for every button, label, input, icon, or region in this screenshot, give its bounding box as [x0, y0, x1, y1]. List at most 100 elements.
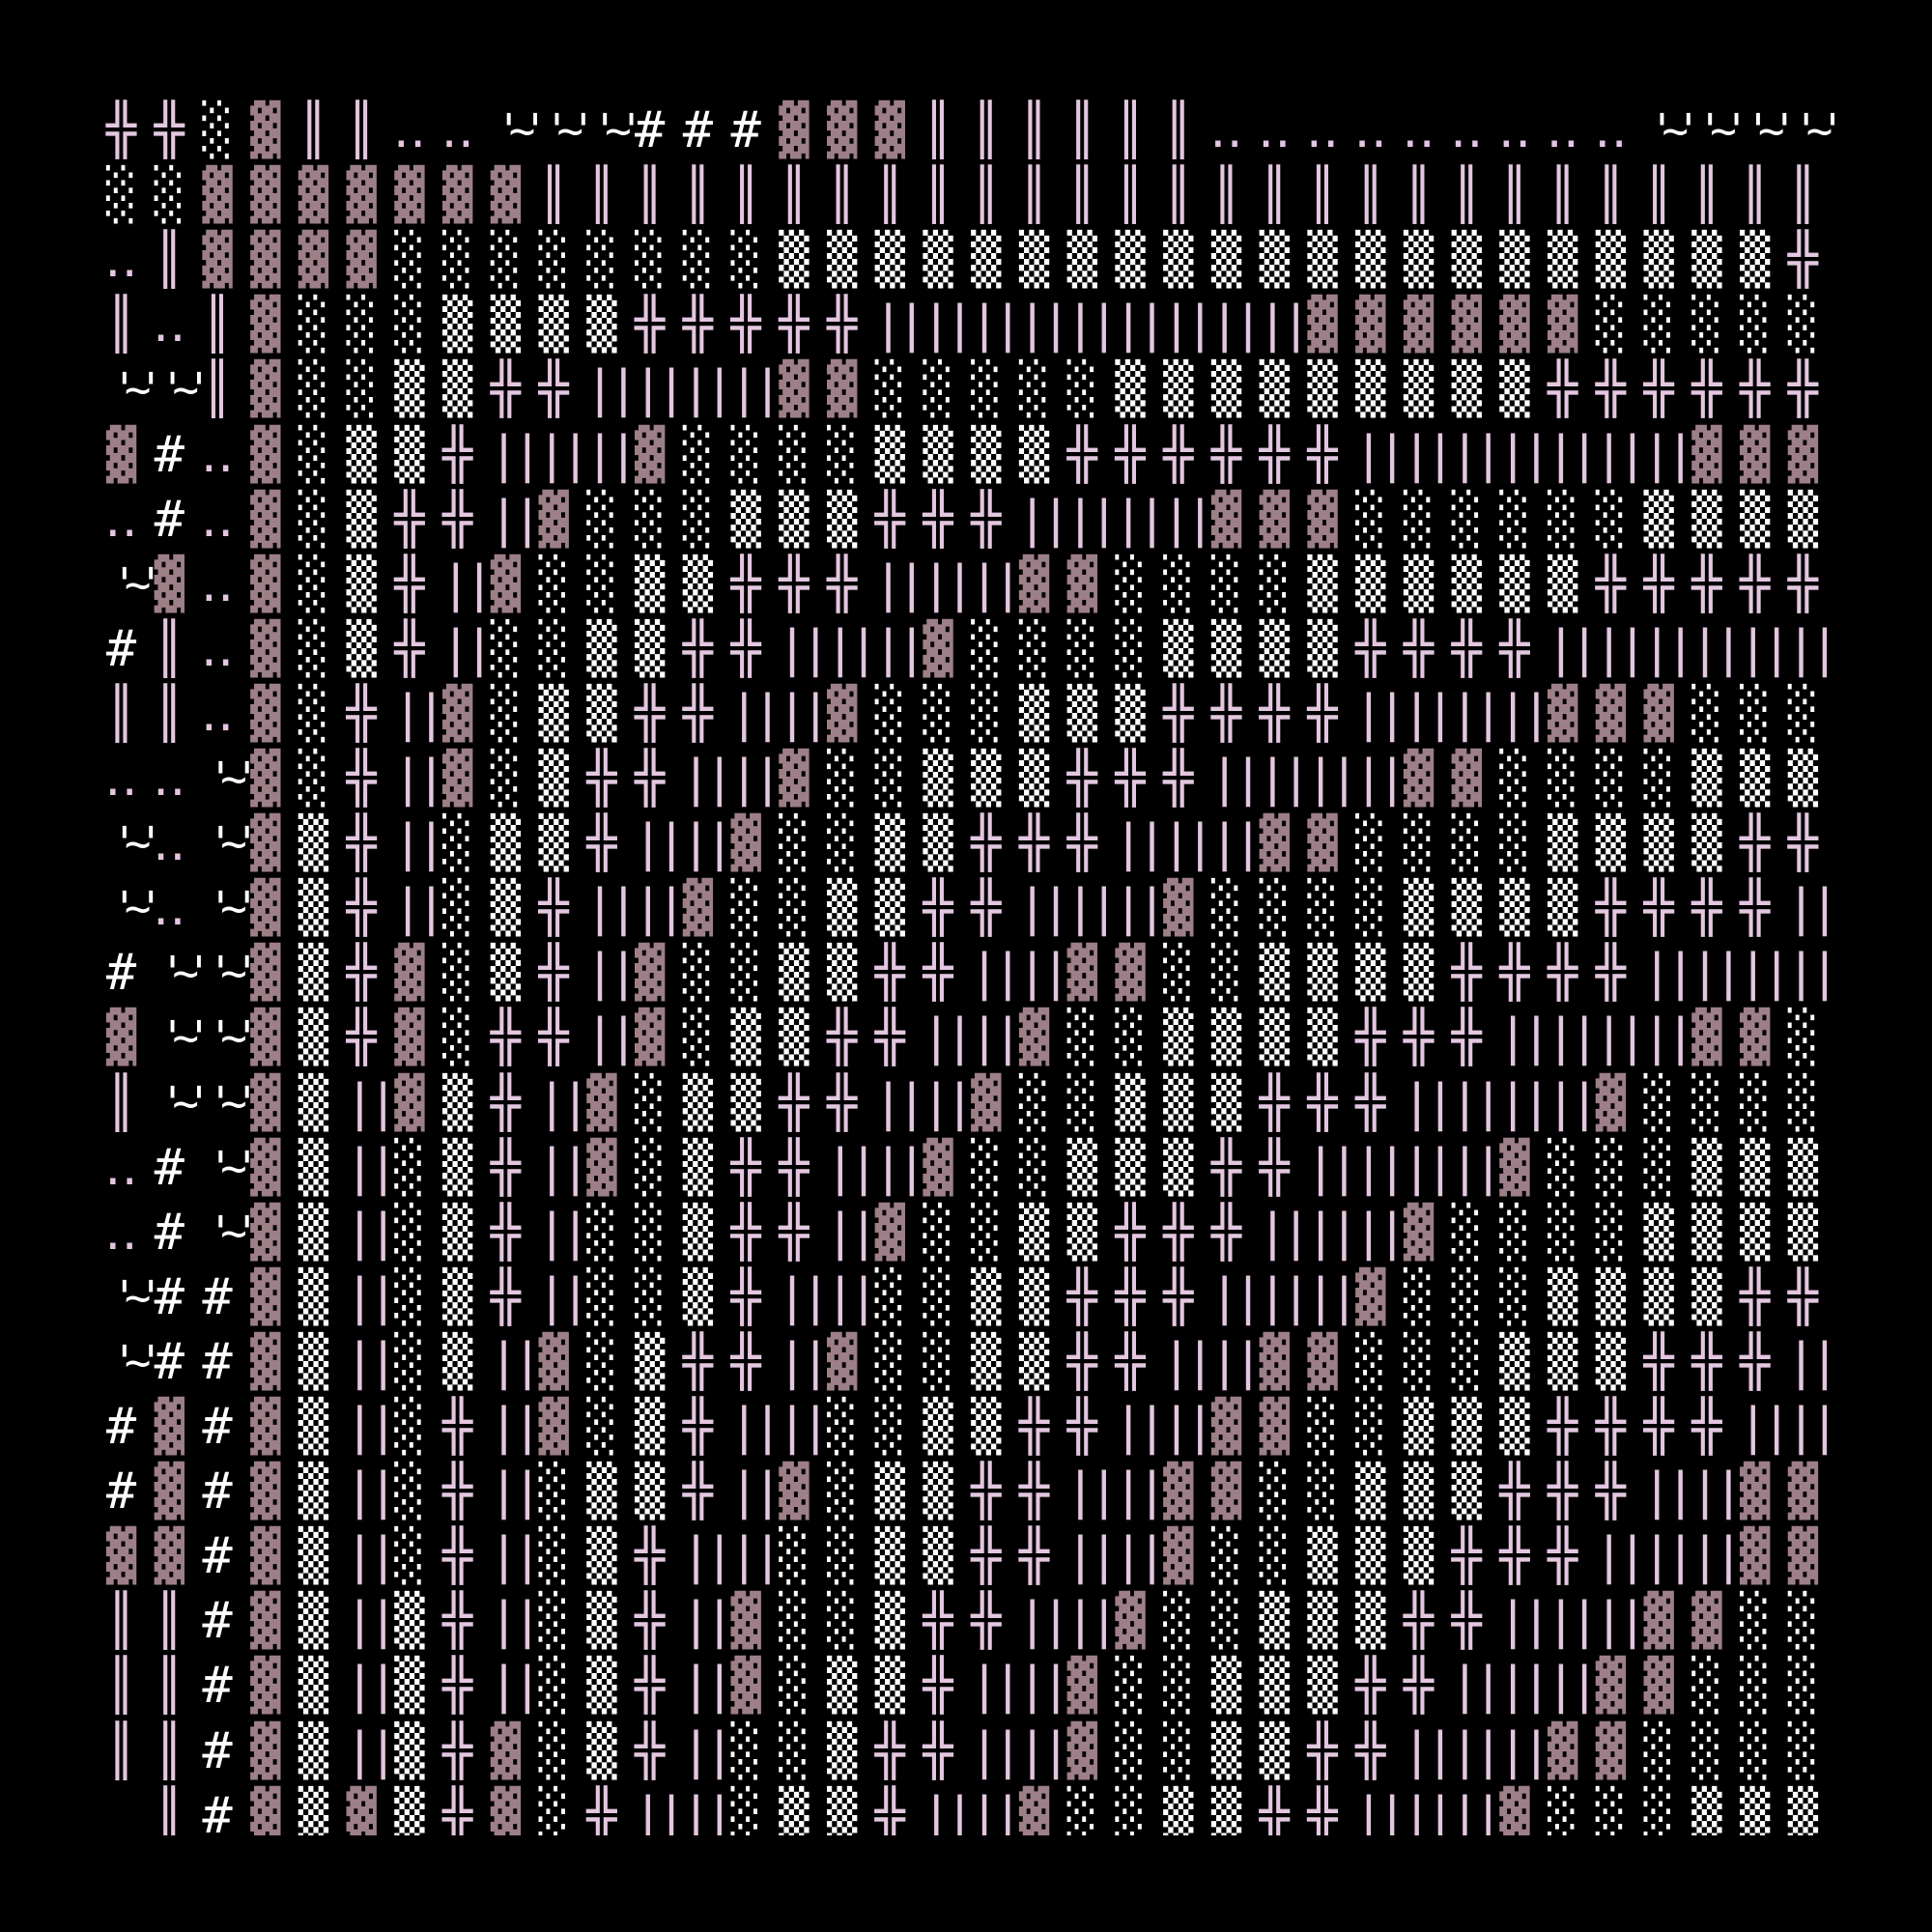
- art-glyph: ▒: [442, 1332, 473, 1391]
- art-glyph: ▒: [1403, 1463, 1435, 1521]
- art-glyph: ▒: [1259, 1592, 1290, 1651]
- art-glyph: #: [202, 1463, 233, 1521]
- art-glyph: ░: [490, 619, 522, 678]
- art-glyph: ▓: [442, 166, 473, 225]
- art-glyph: ▓: [1355, 296, 1386, 355]
- art-glyph: ‥: [200, 619, 235, 678]
- art-glyph: ||: [1738, 1398, 1792, 1456]
- art-glyph: ░: [1595, 750, 1627, 808]
- art-glyph: ▓: [1163, 879, 1194, 938]
- art-glyph: ▒: [298, 1073, 329, 1132]
- art-glyph: ║: [730, 166, 761, 225]
- art-glyph: ||: [1017, 490, 1071, 549]
- art-glyph: ░: [1595, 1786, 1627, 1835]
- art-glyph: '~': [111, 557, 164, 611]
- art-glyph: #: [154, 425, 185, 484]
- art-glyph: ╬: [442, 1463, 473, 1521]
- art-glyph: ▒: [682, 1267, 714, 1326]
- art-glyph: ░: [682, 1009, 714, 1067]
- art-glyph: ╬: [1691, 360, 1722, 419]
- art-glyph: ╬: [442, 425, 473, 484]
- art-glyph: ║: [1740, 166, 1771, 225]
- art-glyph: ▓: [250, 360, 281, 419]
- art-glyph: ╬: [1307, 425, 1338, 484]
- art-glyph: ▓: [730, 1657, 761, 1716]
- art-glyph: ▒: [826, 231, 858, 290]
- art-glyph: ‥: [152, 814, 186, 873]
- art-glyph: ||: [969, 296, 1023, 355]
- art-glyph: ||: [1785, 1332, 1835, 1391]
- art-glyph: ╬: [1643, 554, 1674, 613]
- art-glyph: ||: [1017, 879, 1071, 938]
- art-glyph: ░: [1548, 490, 1578, 549]
- art-glyph: ||: [344, 1527, 399, 1586]
- art-glyph: ||: [488, 425, 543, 484]
- art-glyph: ╬: [346, 944, 377, 1003]
- art-glyph: ░: [682, 425, 714, 484]
- art-glyph: ░: [1740, 1592, 1771, 1651]
- art-glyph: ╬: [1403, 1657, 1435, 1716]
- art-glyph: ░: [1307, 1463, 1338, 1521]
- art-glyph: ░: [1691, 1657, 1722, 1716]
- art-glyph: ╬: [779, 1073, 810, 1132]
- art-glyph: ▒: [1403, 1527, 1435, 1586]
- art-glyph: #: [634, 101, 666, 159]
- art-glyph: ░: [346, 296, 377, 355]
- art-glyph: ▒: [1451, 360, 1482, 419]
- art-glyph: ▒: [1499, 1398, 1530, 1456]
- art-glyph: ░: [1787, 1721, 1819, 1780]
- art-glyph: ▒: [298, 1786, 329, 1835]
- art-glyph: ░: [1163, 1657, 1194, 1716]
- art-glyph: ||: [1209, 1267, 1264, 1326]
- art-glyph: ▒: [1163, 1009, 1194, 1067]
- art-glyph: ║: [154, 1657, 185, 1716]
- art-glyph: ║: [105, 1721, 137, 1780]
- art-glyph: ░: [586, 1203, 617, 1262]
- art-glyph: ░: [1066, 1786, 1097, 1835]
- art-glyph: ▒: [1115, 1138, 1146, 1197]
- art-glyph: ▒: [394, 360, 425, 419]
- art-glyph: ╬: [1259, 1786, 1290, 1835]
- art-glyph: ▓: [250, 1073, 281, 1132]
- art-glyph: ╬: [1403, 619, 1435, 678]
- art-glyph: ▓: [490, 1786, 522, 1835]
- art-glyph: ╬: [490, 1267, 522, 1326]
- art-glyph: ‥: [152, 296, 186, 355]
- art-glyph: ╬: [1451, 619, 1482, 678]
- art-glyph: ║: [1643, 166, 1674, 225]
- art-glyph: ╬: [346, 750, 377, 808]
- art-glyph: ║: [105, 684, 137, 743]
- art-glyph: ▒: [442, 296, 473, 355]
- art-glyph: ╬: [1018, 1398, 1050, 1456]
- art-glyph: '~': [1745, 104, 1798, 156]
- art-glyph: ╬: [826, 296, 858, 355]
- art-glyph: ||: [1113, 814, 1168, 873]
- art-glyph: ||: [1065, 1592, 1120, 1651]
- art-glyph: ||: [921, 554, 976, 613]
- art-glyph: ▓: [250, 231, 281, 290]
- art-glyph: ||: [1401, 684, 1456, 743]
- art-glyph: ||: [633, 879, 687, 938]
- art-glyph: ▒: [634, 1463, 666, 1521]
- art-glyph: ║: [779, 166, 810, 225]
- art-glyph: ░: [1066, 1073, 1097, 1132]
- art-glyph: ▒: [923, 1463, 953, 1521]
- art-glyph: ▓: [1066, 1657, 1097, 1716]
- art-glyph: ▒: [874, 425, 905, 484]
- art-glyph: ▒: [1740, 231, 1771, 290]
- art-glyph: ▒: [1691, 814, 1722, 873]
- art-glyph: ▒: [1740, 1138, 1771, 1197]
- art-glyph: ||: [1449, 1657, 1504, 1716]
- art-glyph: ▒: [394, 1592, 425, 1651]
- art-glyph: ▒: [1548, 879, 1578, 938]
- art-glyph: ╬: [874, 1786, 905, 1835]
- art-glyph: ||: [1017, 944, 1071, 1003]
- art-glyph: ░: [874, 1332, 905, 1391]
- art-glyph: ||: [1593, 1527, 1648, 1586]
- art-glyph: ╬: [490, 1009, 522, 1067]
- art-glyph: ▒: [1018, 231, 1050, 290]
- art-glyph: #: [202, 1592, 233, 1651]
- art-glyph: ▒: [826, 490, 858, 549]
- art-glyph: ▓: [1403, 1203, 1435, 1262]
- art-glyph: ║: [1403, 166, 1435, 225]
